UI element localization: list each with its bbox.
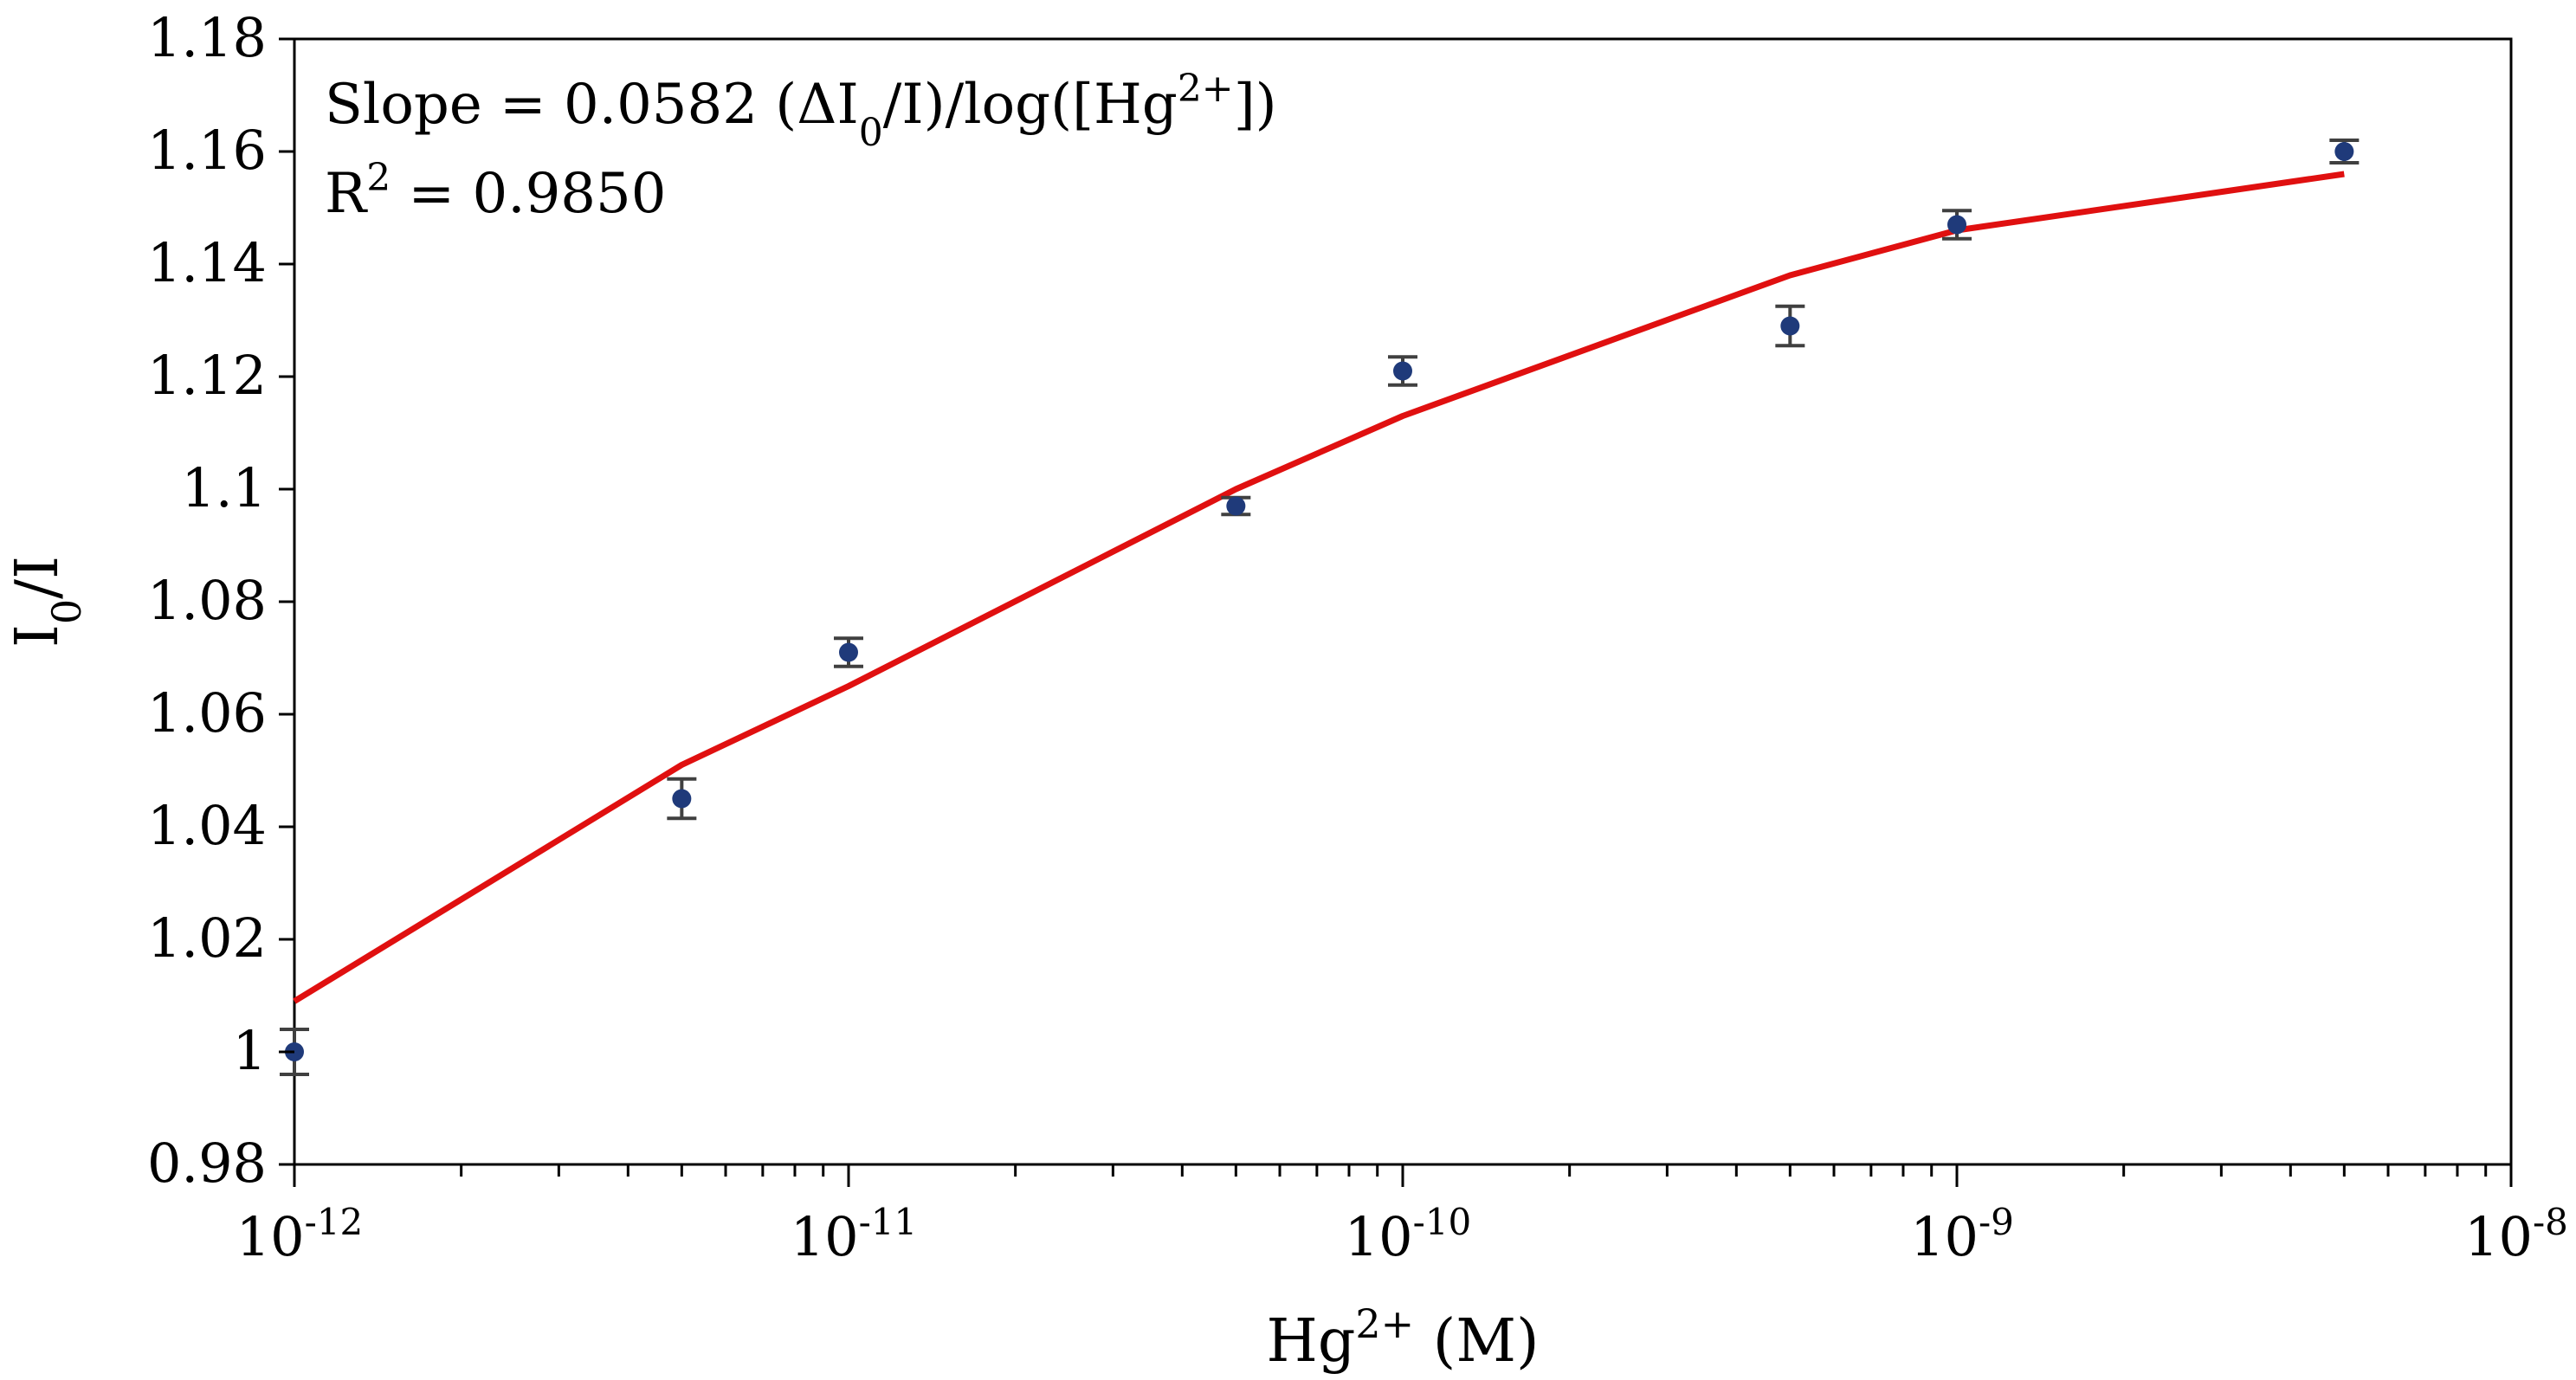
data-point [1947, 215, 1966, 235]
y-tick-label: 1.14 [147, 231, 267, 294]
data-point [672, 789, 692, 809]
data-point [1780, 316, 1800, 336]
y-tick-label: 0.98 [147, 1132, 267, 1195]
y-tick-layer: 0.98 1 1.02 1.04 1.06 1.08 1.1 1.12 1.14 1.16 1.18 [147, 6, 294, 1195]
y-tick-label: 1.16 [147, 119, 267, 182]
data-point [839, 642, 858, 662]
r-squared-annotation: R2 = 0.9850 [325, 156, 666, 227]
x-tick-label: 10-12 [236, 1201, 364, 1269]
y-tick-label: 1.04 [147, 794, 267, 857]
x-tick-label: 10-9 [1910, 1201, 2014, 1269]
x-tick-layer: 10-12 10-11 10-10 10-9 10-8 [236, 1164, 2568, 1268]
data-point-layer [285, 142, 2354, 1061]
y-tick-label: 1.06 [147, 681, 267, 745]
y-tick-label: 1.12 [147, 344, 267, 407]
y-tick-label: 1.18 [147, 6, 267, 69]
fit-line [293, 171, 2345, 1004]
y-tick-label: 1 [233, 1019, 267, 1082]
x-axis-label: Hg2+ (M) [1267, 1300, 1540, 1376]
x-tick-label: 10-8 [2464, 1201, 2568, 1269]
data-point [1393, 361, 1412, 381]
data-point [1226, 496, 1246, 516]
fit-line-layer [293, 171, 2345, 1004]
y-tick-label: 1.08 [147, 569, 267, 632]
data-point [2334, 142, 2354, 161]
errorbar-layer [280, 139, 2360, 1076]
y-tick-label: 1.02 [147, 906, 267, 970]
y-axis-label: I0/I [3, 556, 90, 648]
slope-annotation: Slope = 0.0582 (ΔI0/I)/log([Hg2+]) [325, 67, 1277, 155]
y-tick-label: 1.1 [181, 456, 267, 519]
x-tick-label: 10-11 [791, 1201, 918, 1269]
x-tick-label: 10-10 [1345, 1201, 1472, 1269]
